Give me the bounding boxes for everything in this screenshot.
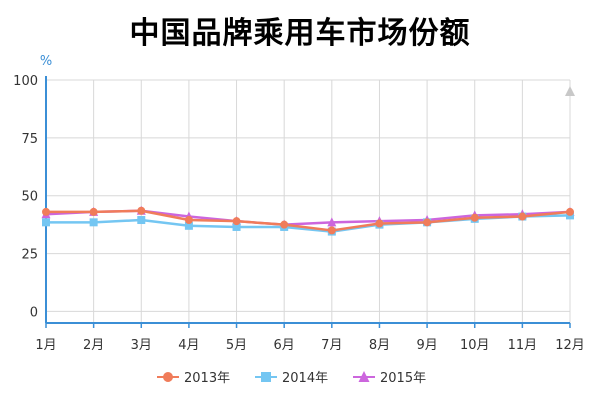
point-marker <box>518 212 527 221</box>
y-tick-label: 50 <box>21 190 38 205</box>
legend-label: 2013年 <box>184 371 230 386</box>
x-tick-label: 1月 <box>35 338 56 353</box>
point-marker <box>137 206 146 215</box>
y-tick-label: 75 <box>21 132 38 147</box>
x-tick-label: 6月 <box>274 338 295 353</box>
x-tick-label: 2月 <box>83 338 104 353</box>
grid-layer <box>45 79 571 323</box>
top-marker <box>565 86 575 96</box>
point-marker <box>232 217 241 226</box>
legend-item[interactable]: 2015年 <box>353 371 426 386</box>
point-marker <box>358 371 370 382</box>
x-tick-label: 12月 <box>555 338 585 353</box>
x-tick-label: 9月 <box>416 338 437 353</box>
point-marker <box>163 372 173 382</box>
point-marker <box>327 226 336 235</box>
legend-item[interactable]: 2014年 <box>255 371 328 386</box>
series-layer <box>41 205 575 236</box>
point-marker <box>261 372 271 382</box>
legend: 2013年 2014年 2015年 <box>157 371 426 386</box>
point-marker <box>42 207 50 216</box>
x-tick-label: 7月 <box>321 338 342 353</box>
axis-layer: 0 25 50 75 100% 1月 2月 3月 4月 5月 6月 7月 8月 9月 10月 11月 12月 <box>13 54 585 353</box>
point-marker <box>42 218 50 227</box>
point-marker <box>137 216 146 225</box>
x-tick-label: 8月 <box>369 338 390 353</box>
point-marker <box>566 207 574 216</box>
point-marker <box>375 219 384 228</box>
point-marker <box>423 218 432 227</box>
y-tick-label: 0 <box>30 305 38 320</box>
chart-title: 中国品牌乘用车市场份额 <box>129 16 471 51</box>
legend-label: 2015年 <box>380 371 426 386</box>
x-tick-label: 10月 <box>460 338 490 353</box>
point-marker <box>327 217 337 227</box>
point-marker <box>89 207 98 216</box>
x-tick-label: 5月 <box>226 338 247 353</box>
x-tick-label: 4月 <box>178 338 199 353</box>
y-axis-unit: % <box>40 54 52 69</box>
x-tick-label: 11月 <box>508 338 538 353</box>
point-marker <box>184 216 193 225</box>
point-marker <box>280 220 289 229</box>
point-marker <box>232 222 241 231</box>
y-tick-label: 25 <box>21 248 38 263</box>
x-tick-label: 3月 <box>131 338 152 353</box>
legend-label: 2014年 <box>282 371 328 386</box>
point-marker <box>89 218 98 227</box>
legend-item[interactable]: 2013年 <box>157 371 230 386</box>
point-marker <box>470 213 479 222</box>
series-1 <box>42 206 574 235</box>
y-tick-label: 100 <box>13 74 38 89</box>
point-marker <box>184 221 193 230</box>
series-line <box>44 209 572 232</box>
